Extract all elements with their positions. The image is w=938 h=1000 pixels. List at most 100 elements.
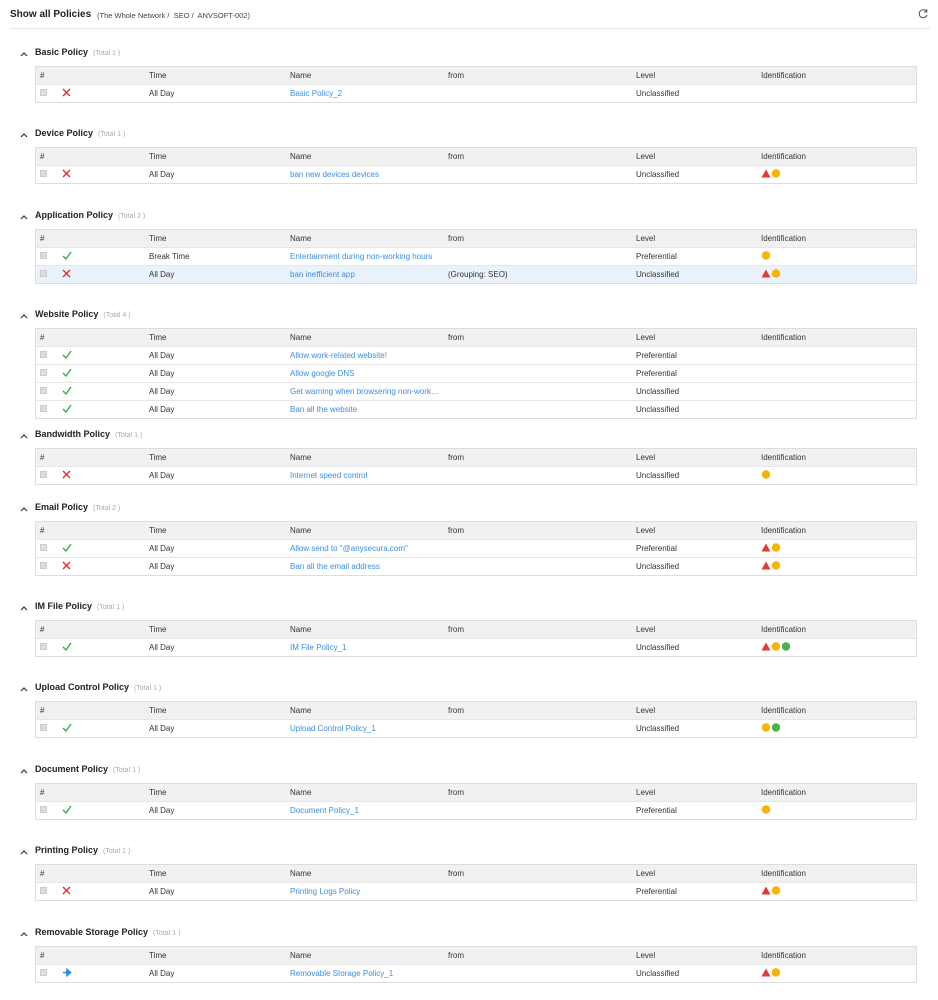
cell-name[interactable]: Get warning when browsering non-work… [290, 387, 439, 396]
identification-icons [761, 805, 771, 816]
column-header: Level [636, 453, 656, 462]
cell-name[interactable]: ban inefficient app [290, 270, 355, 279]
section-title: Application Policy (Total 2 ) [35, 210, 145, 220]
table-row[interactable]: All Day Document Policy_1 Preferential [36, 801, 916, 819]
row-checkbox[interactable] [40, 369, 47, 376]
collapse-toggle[interactable] [20, 50, 28, 59]
collapse-toggle[interactable] [20, 848, 28, 857]
column-header: Identification [761, 71, 806, 80]
cell-name[interactable]: Entertainment during non-working hours [290, 252, 433, 261]
collapse-toggle[interactable] [20, 131, 28, 140]
table-row[interactable]: All Day Removable Storage Policy_1 Unclass… [36, 964, 916, 982]
policy-table: # Time Name from Level Identification All Day I… [35, 448, 917, 485]
cell-name[interactable]: Ban all the email address [290, 562, 380, 571]
collapse-toggle[interactable] [20, 767, 28, 776]
table-row[interactable]: All Day Allow work-related website! Prefer… [36, 346, 916, 364]
cell-name[interactable]: Allow google DNS [290, 369, 355, 378]
collapse-toggle[interactable] [20, 685, 28, 694]
table-row[interactable]: All Day Get warning when browsering non-w… [36, 382, 916, 400]
table-header: # Time Name from Level Identification [36, 784, 916, 801]
table-row[interactable]: All Day IM File Policy_1 Unclassified [36, 638, 916, 656]
cell-from: (Grouping: SEO) [448, 270, 508, 279]
row-checkbox[interactable] [40, 252, 47, 259]
status-icon [62, 470, 71, 481]
row-checkbox[interactable] [40, 170, 47, 177]
policy-table: # Time Name from Level Identification All Day P… [35, 864, 917, 901]
cell-name[interactable]: Printing Logs Policy [290, 887, 361, 896]
cell-level: Preferential [636, 252, 677, 261]
identification-icons [761, 968, 781, 979]
row-checkbox[interactable] [40, 270, 47, 277]
cell-name[interactable]: Basic Policy_2 [290, 89, 343, 98]
section-title: Email Policy (Total 2 ) [35, 502, 120, 512]
collapse-toggle[interactable] [20, 930, 28, 939]
section-title: Printing Policy (Total 1 ) [35, 845, 130, 855]
column-header: Name [290, 625, 312, 634]
cell-name[interactable]: Ban all the website [290, 405, 358, 414]
table-row[interactable]: All Day Ban all the email address Unclassi… [36, 557, 916, 575]
table-row[interactable]: All Day Allow google DNS Preferential [36, 364, 916, 382]
cell-time: Break Time [149, 252, 190, 261]
row-checkbox[interactable] [40, 562, 47, 569]
status-icon [62, 404, 72, 415]
row-checkbox[interactable] [40, 89, 47, 96]
column-header: Level [636, 706, 656, 715]
cell-time: All Day [149, 887, 175, 896]
cell-level: Unclassified [636, 270, 680, 279]
column-header: Identification [761, 453, 806, 462]
section-total: (Total 1 ) [97, 604, 125, 611]
table-row[interactable]: All Day Printing Logs Policy Preferential [36, 882, 916, 900]
column-header: Identification [761, 152, 806, 161]
row-checkbox[interactable] [40, 643, 47, 650]
breadcrumb[interactable]: (The Whole Network / SEO / ANVSOFT-002) [97, 11, 250, 20]
cell-level: Unclassified [636, 387, 680, 396]
cell-time: All Day [149, 369, 175, 378]
table-row[interactable]: All Day Ban all the website Unclassified [36, 400, 916, 418]
column-header: Level [636, 333, 656, 342]
row-checkbox[interactable] [40, 405, 47, 412]
row-checkbox[interactable] [40, 387, 47, 394]
collapse-toggle[interactable] [20, 312, 28, 321]
table-row[interactable]: All Day Internet speed control Unclassifie… [36, 466, 916, 484]
section-title: Upload Control Policy (Total 1 ) [35, 682, 161, 692]
cell-level: Unclassified [636, 562, 680, 571]
cell-name[interactable]: Internet speed control [290, 471, 368, 480]
table-row[interactable]: All Day Upload Control Policy_1 Unclassifi… [36, 719, 916, 737]
cell-name[interactable]: Removable Storage Policy_1 [290, 969, 394, 978]
collapse-toggle[interactable] [20, 432, 28, 441]
cell-name[interactable]: IM File Policy_1 [290, 643, 347, 652]
row-checkbox[interactable] [40, 471, 47, 478]
cell-name[interactable]: Document Policy_1 [290, 806, 359, 815]
column-header: Time [149, 788, 167, 797]
row-checkbox[interactable] [40, 724, 47, 731]
row-checkbox[interactable] [40, 544, 47, 551]
identification-icons [761, 543, 781, 554]
table-row[interactable]: All Day ban new devices devices Unclassifi… [36, 165, 916, 183]
section-total: (Total 1 ) [98, 131, 126, 138]
collapse-toggle[interactable] [20, 505, 28, 514]
cell-level: Preferential [636, 887, 677, 896]
row-checkbox[interactable] [40, 887, 47, 894]
row-checkbox[interactable] [40, 969, 47, 976]
cell-name[interactable]: Allow send to "@anysecura.com" [290, 544, 408, 553]
collapse-toggle[interactable] [20, 213, 28, 222]
section-total: (Total 4 ) [103, 312, 131, 319]
refresh-button[interactable] [917, 8, 929, 20]
collapse-toggle[interactable] [20, 604, 28, 613]
cell-name[interactable]: ban new devices devices [290, 170, 379, 179]
cell-name[interactable]: Upload Control Policy_1 [290, 724, 376, 733]
column-header: Name [290, 788, 312, 797]
table-row[interactable]: All Day ban inefficient app (Grouping: SEO… [36, 265, 916, 283]
section-title-text: Printing Policy [35, 845, 99, 855]
identification-icons [761, 886, 781, 897]
table-row[interactable]: Break Time Entertainment during non-worki… [36, 247, 916, 265]
row-checkbox[interactable] [40, 806, 47, 813]
cell-level: Unclassified [636, 643, 680, 652]
status-icon [62, 169, 71, 180]
row-checkbox[interactable] [40, 351, 47, 358]
table-row[interactable]: All Day Allow send to "@anysecura.com" Pre… [36, 539, 916, 557]
column-header: Time [149, 234, 167, 243]
column-header: Identification [761, 234, 806, 243]
table-row[interactable]: All Day Basic Policy_2 Unclassified [36, 84, 916, 102]
cell-name[interactable]: Allow work-related website! [290, 351, 387, 360]
